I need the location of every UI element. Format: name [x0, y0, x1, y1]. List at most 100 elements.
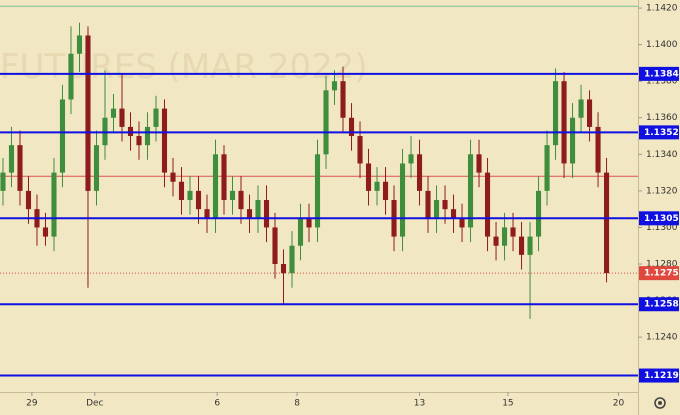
x-tick-label: 20 [613, 399, 625, 409]
x-tick-label: 8 [294, 399, 300, 409]
candle-body [348, 117, 355, 137]
level-label: 1.1305 [644, 214, 679, 224]
candle-body [221, 154, 227, 201]
candle-body [527, 236, 533, 255]
candle-body [561, 81, 567, 164]
candle-body [323, 90, 329, 155]
candle-body [178, 181, 185, 201]
candle-body [229, 190, 236, 201]
watermark: FUTURES (MAR 2022) [0, 47, 368, 87]
candle-body [42, 227, 49, 237]
candle-body [161, 108, 168, 173]
level-label: 1.1384 [644, 69, 679, 79]
candle-body [578, 99, 584, 118]
y-tick-label: 1.1380 [646, 77, 678, 87]
candle-body [544, 145, 550, 191]
candle-body [493, 236, 499, 246]
y-tick-label: 1.1420 [646, 4, 678, 14]
candle-body [357, 136, 363, 164]
candle-body [263, 200, 270, 228]
level-label: 1.1219 [644, 371, 679, 381]
y-tick-label: 1.1360 [646, 113, 678, 123]
candle-body [25, 190, 32, 210]
candle-body [314, 154, 321, 228]
candle-body [0, 172, 6, 191]
candle-body [280, 264, 287, 274]
y-tick-label: 1.1340 [646, 150, 678, 160]
candle-body [467, 154, 474, 228]
candle-body [51, 172, 57, 237]
candle-body [136, 136, 142, 146]
candle-body [425, 190, 431, 219]
candle-body [8, 145, 15, 173]
candle-body [510, 227, 516, 237]
level-label-box [639, 211, 679, 226]
candle-body [374, 181, 380, 191]
last-price-label: 1.1275 [644, 269, 679, 279]
candle-body [204, 209, 210, 219]
level-label: 1.1258 [644, 300, 679, 310]
candle-body [476, 154, 482, 173]
candle-body [68, 53, 74, 100]
candle-body [255, 200, 261, 219]
y-tick-label: 1.1400 [646, 40, 678, 50]
candle-body [450, 209, 457, 219]
candle-body [535, 190, 542, 237]
candle-body [433, 200, 440, 219]
level-label-box [639, 66, 679, 81]
candle-body [246, 209, 253, 219]
candle-body [586, 99, 593, 127]
candle-body [187, 190, 193, 201]
level-label: 1.1352 [644, 128, 679, 138]
y-tick-label: 1.1280 [646, 260, 678, 270]
candle-body [552, 81, 559, 146]
candle-body [212, 154, 219, 219]
x-tick-label: 15 [502, 399, 513, 409]
y-tick-label: 1.1300 [646, 223, 678, 233]
gear[interactable] [654, 397, 666, 409]
candle-body [365, 163, 372, 191]
x-tick-label: 13 [414, 399, 425, 409]
candle-body [442, 200, 448, 210]
settings-icon[interactable] [654, 397, 666, 409]
x-tick-label: Dec [86, 399, 103, 409]
candle-body [501, 227, 508, 246]
candle-body [569, 117, 576, 164]
candle-body [76, 35, 83, 54]
candle-body [399, 163, 406, 237]
candle-body [484, 172, 491, 237]
candle-body [416, 154, 423, 191]
candle-body [144, 126, 151, 146]
candle-body [238, 190, 244, 210]
candle-body [603, 172, 610, 274]
candle-body [153, 108, 159, 127]
y-tick-label: 1.1240 [646, 333, 678, 343]
level-label-box [639, 297, 679, 312]
last-price-box [639, 266, 679, 281]
candle-body [340, 81, 346, 118]
candle-body [85, 35, 91, 191]
level-label-box [639, 125, 679, 140]
x-tick-label: 29 [26, 399, 38, 409]
level-label-box [639, 368, 679, 383]
candle-body [382, 181, 389, 201]
candle-body [110, 108, 117, 118]
candle-body [119, 108, 125, 127]
gear-hub[interactable] [658, 401, 662, 405]
candle-body [289, 245, 295, 274]
candle-body [93, 145, 100, 191]
candle-body [297, 218, 304, 246]
candle-body [518, 236, 525, 255]
candle-body [459, 218, 465, 228]
x-tick-label: 6 [214, 399, 220, 409]
candle-body [306, 218, 312, 228]
candle-body [59, 99, 66, 173]
y-tick-label: 1.1320 [646, 186, 678, 196]
candle-body [195, 190, 202, 210]
candle-body [272, 227, 278, 265]
candle-body [17, 145, 23, 191]
candle-body [170, 172, 176, 182]
candle-body [595, 126, 601, 173]
